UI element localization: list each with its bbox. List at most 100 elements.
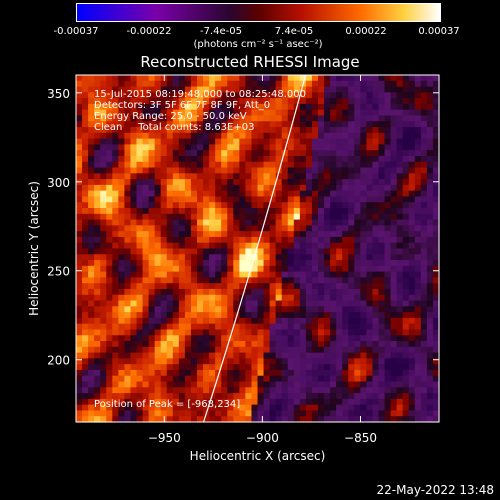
heatmap-cell: [227, 80, 234, 88]
heatmap-cell: [94, 248, 101, 255]
heatmap-cell: [269, 387, 277, 394]
heatmap-cell: [130, 121, 138, 128]
heatmap-cell: [94, 410, 101, 417]
heatmap-cell: [354, 121, 361, 128]
heatmap-cell: [215, 150, 222, 157]
heatmap-cell: [305, 393, 313, 400]
heatmap-cell: [263, 150, 271, 157]
heatmap-cell: [221, 358, 228, 365]
heatmap-cell: [275, 75, 283, 82]
heatmap-cell: [178, 219, 186, 226]
heatmap-cell: [130, 86, 138, 93]
heatmap-cell: [197, 375, 204, 383]
heatmap-cell: [160, 352, 168, 359]
heatmap-cell: [76, 323, 83, 331]
heatmap-cell: [251, 369, 259, 377]
heatmap-cell: [384, 231, 392, 238]
heatmap-cell: [227, 213, 234, 221]
heatmap-cell: [251, 265, 259, 273]
heatmap-cell: [269, 317, 277, 325]
heatmap-cell: [160, 138, 168, 145]
heatmap-cell: [76, 341, 83, 348]
heatmap-cell: [148, 329, 156, 336]
heatmap-cell: [293, 213, 301, 221]
heatmap-cell: [197, 381, 204, 388]
heatmap-cell: [245, 398, 253, 406]
heatmap-cell: [263, 283, 271, 290]
heatmap-cell: [221, 231, 228, 238]
heatmap-cell: [239, 127, 246, 134]
heatmap-cell: [100, 346, 107, 354]
heatmap-cell: [245, 265, 253, 273]
heatmap-cell: [275, 150, 283, 157]
heatmap-cell: [221, 277, 228, 284]
heatmap-cell: [106, 346, 113, 354]
heatmap-cell: [239, 260, 246, 267]
heatmap-cell: [324, 294, 331, 302]
heatmap-cell: [233, 144, 240, 151]
heatmap-cell: [263, 121, 271, 128]
heatmap-cell: [118, 306, 125, 313]
heatmap-cell: [318, 260, 325, 267]
heatmap-cell: [184, 92, 192, 99]
heatmap-cell: [287, 277, 295, 284]
heatmap-cell: [354, 155, 361, 163]
heatmap-cell: [172, 75, 180, 82]
heatmap-cell: [245, 364, 253, 371]
heatmap-cell: [142, 271, 150, 279]
heatmap-cell: [203, 398, 210, 406]
heatmap-cell: [197, 225, 204, 232]
heatmap-cell: [390, 393, 398, 400]
heatmap-cell: [118, 208, 125, 215]
heatmap-cell: [360, 260, 367, 267]
heatmap-cell: [408, 341, 416, 348]
heatmap-cell: [426, 225, 434, 232]
x-tick-label: −950: [148, 431, 181, 445]
heatmap-cell: [215, 248, 222, 255]
heatmap-cell: [203, 317, 210, 325]
heatmap-cell: [166, 317, 174, 325]
heatmap-cell: [275, 115, 283, 122]
heatmap-cell: [239, 358, 246, 365]
heatmap-cell: [414, 75, 422, 82]
heatmap-cell: [372, 416, 380, 423]
heatmap-cell: [299, 127, 307, 134]
heatmap-cell: [287, 312, 295, 319]
heatmap-cell: [384, 288, 392, 296]
heatmap-cell: [390, 358, 398, 365]
heatmap-cell: [251, 294, 259, 302]
heatmap-cell: [197, 300, 204, 307]
heatmap-cell: [318, 225, 325, 232]
heatmap-cell: [82, 248, 89, 255]
heatmap-cell: [293, 80, 301, 88]
heatmap-cell: [166, 109, 174, 117]
heatmap-cell: [384, 369, 392, 377]
heatmap-cell: [136, 323, 144, 331]
heatmap-cell: [100, 416, 107, 423]
heatmap-cell: [275, 213, 283, 221]
heatmap-cell: [118, 80, 125, 88]
heatmap-cell: [221, 288, 228, 296]
heatmap-cell: [94, 236, 101, 244]
heatmap-cell: [269, 236, 277, 244]
heatmap-cell: [172, 283, 180, 290]
heatmap-cell: [136, 294, 144, 302]
heatmap-cell: [166, 190, 174, 198]
heatmap-cell: [245, 155, 253, 163]
heatmap-cell: [269, 132, 277, 140]
heatmap-cell: [154, 271, 162, 279]
heatmap-cell: [432, 86, 440, 93]
heatmap-cell: [426, 312, 434, 319]
heatmap-cell: [251, 225, 259, 232]
heatmap-cell: [384, 132, 392, 140]
heatmap-cell: [305, 208, 313, 215]
heatmap-cell: [432, 398, 440, 406]
heatmap-cell: [88, 317, 95, 325]
heatmap-cell: [112, 167, 119, 174]
heatmap-cell: [239, 317, 246, 325]
heatmap-cell: [396, 375, 404, 383]
heatmap-cell: [197, 265, 204, 273]
heatmap-cell: [112, 375, 119, 383]
heatmap-cell: [209, 410, 216, 417]
heatmap-cell: [221, 219, 228, 226]
